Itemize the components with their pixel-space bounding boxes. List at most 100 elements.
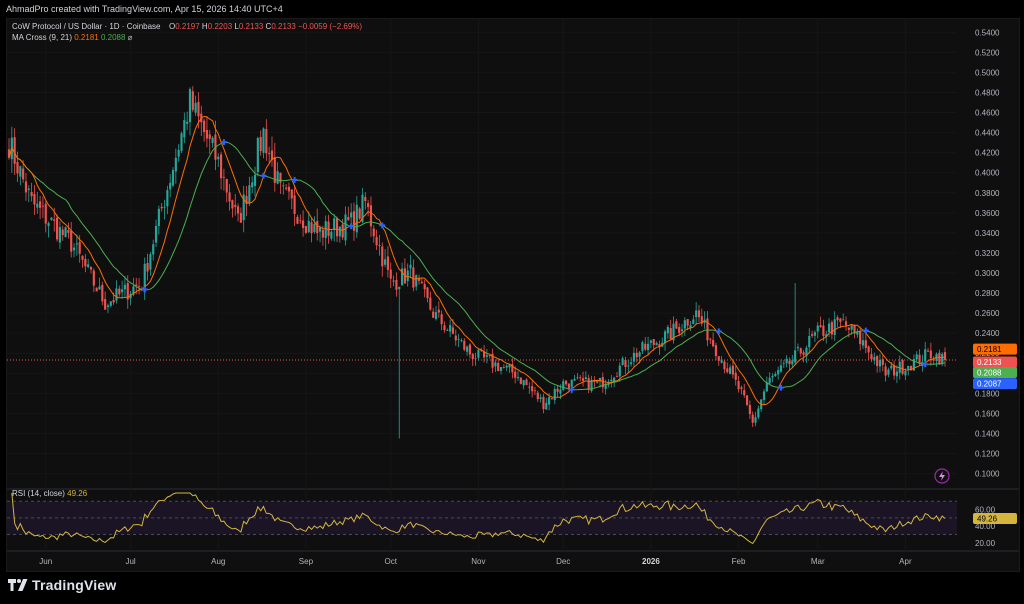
candle-body[interactable] (72, 247, 76, 251)
candle-body[interactable] (13, 137, 16, 164)
candle-body[interactable] (217, 156, 220, 160)
candle-body[interactable] (649, 340, 652, 343)
candle-body[interactable] (123, 284, 127, 290)
candle-body[interactable] (197, 101, 200, 117)
ma-cross-marker[interactable] (220, 139, 227, 146)
candle-body[interactable] (372, 228, 375, 237)
candle-body[interactable] (536, 392, 539, 400)
candle-body[interactable] (36, 203, 39, 208)
candle-body[interactable] (813, 332, 816, 336)
candle-body[interactable] (859, 330, 862, 345)
candle-body[interactable] (437, 309, 440, 313)
candle-body[interactable] (169, 182, 172, 190)
candle-body[interactable] (621, 358, 624, 365)
candle-body[interactable] (234, 204, 237, 207)
candle-body[interactable] (678, 327, 681, 334)
candle-body[interactable] (915, 354, 918, 360)
candle-body[interactable] (774, 373, 777, 377)
candle-body[interactable] (630, 362, 633, 365)
candle-body[interactable] (205, 129, 209, 139)
ma-fast-line[interactable] (8, 115, 946, 406)
candle-body[interactable] (830, 322, 833, 335)
candle-body[interactable] (477, 349, 480, 358)
candle-body[interactable] (856, 331, 859, 335)
candle-body[interactable] (434, 312, 438, 319)
candle-body[interactable] (799, 348, 802, 354)
candle-body[interactable] (545, 402, 548, 410)
candle-body[interactable] (75, 243, 78, 245)
candle-body[interactable] (697, 310, 701, 318)
candle-body[interactable] (432, 311, 435, 318)
candle-body[interactable] (791, 360, 794, 365)
candle-body[interactable] (516, 377, 520, 379)
ma-cross-marker[interactable] (568, 386, 575, 393)
candle-body[interactable] (895, 371, 899, 377)
candle-body[interactable] (559, 389, 562, 394)
candle-body[interactable] (395, 280, 398, 290)
candle-body[interactable] (355, 204, 358, 233)
candle-body[interactable] (449, 325, 452, 332)
candle-body[interactable] (675, 321, 678, 329)
candle-body[interactable] (816, 325, 819, 332)
candle-body[interactable] (641, 342, 644, 352)
candle-body[interactable] (847, 327, 850, 330)
candle-body[interactable] (143, 263, 146, 292)
candle-body[interactable] (375, 236, 378, 246)
candle-body[interactable] (203, 120, 206, 133)
candle-body[interactable] (938, 352, 941, 365)
candle-body[interactable] (406, 270, 409, 281)
ma-cross-marker[interactable] (862, 327, 869, 334)
candle-body[interactable] (409, 264, 412, 269)
candle-body[interactable] (502, 367, 505, 368)
candle-body[interactable] (290, 189, 293, 199)
candle-body[interactable] (420, 281, 423, 284)
candle-body[interactable] (644, 343, 647, 350)
candle-body[interactable] (737, 381, 740, 390)
candle-body[interactable] (802, 352, 805, 355)
candle-body[interactable] (183, 120, 186, 138)
candle-body[interactable] (350, 212, 353, 218)
candle-body[interactable] (508, 364, 511, 368)
candle-body[interactable] (262, 128, 265, 153)
candle-body[interactable] (251, 182, 254, 188)
ma-slow-line[interactable] (8, 141, 946, 391)
candle-body[interactable] (22, 168, 25, 180)
candle-body[interactable] (313, 223, 316, 233)
candle-body[interactable] (562, 381, 565, 390)
candle-body[interactable] (842, 319, 845, 321)
candle-body[interactable] (468, 344, 472, 355)
candle-body[interactable] (494, 362, 497, 367)
candle-body[interactable] (669, 327, 672, 340)
candle-body[interactable] (839, 318, 842, 322)
candle-body[interactable] (287, 186, 291, 192)
candle-body[interactable] (584, 377, 587, 380)
candle-body[interactable] (748, 404, 751, 415)
candle-body[interactable] (909, 365, 913, 371)
candle-body[interactable] (324, 221, 327, 239)
candle-body[interactable] (873, 356, 876, 361)
candle-body[interactable] (253, 174, 257, 186)
ma-cross-label[interactable]: MA Cross (9, 21) (12, 33, 73, 42)
candle-body[interactable] (618, 365, 621, 377)
candle-body[interactable] (658, 344, 661, 348)
ma-cross-legend[interactable]: MA Cross (9, 21) 0.2181 0.2088 ⌀ (12, 33, 132, 42)
candle-body[interactable] (64, 227, 67, 237)
candle-body[interactable] (302, 220, 305, 229)
candle-body[interactable] (417, 277, 421, 281)
candle-body[interactable] (929, 350, 932, 359)
candle-body[interactable] (316, 220, 319, 234)
candle-body[interactable] (683, 320, 686, 329)
candle-body[interactable] (392, 280, 395, 282)
candle-body[interactable] (426, 287, 429, 299)
candle-body[interactable] (460, 340, 463, 342)
candle-body[interactable] (912, 358, 915, 371)
candle-body[interactable] (680, 329, 684, 332)
ma-cross-marker[interactable] (715, 328, 722, 335)
candle-body[interactable] (782, 363, 785, 365)
tradingview-brand[interactable]: TradingView (32, 577, 117, 593)
candle-body[interactable] (751, 414, 754, 423)
candle-body[interactable] (47, 223, 50, 226)
candle-body[interactable] (228, 192, 231, 202)
candle-body[interactable] (39, 201, 42, 208)
candle-body[interactable] (112, 299, 115, 303)
